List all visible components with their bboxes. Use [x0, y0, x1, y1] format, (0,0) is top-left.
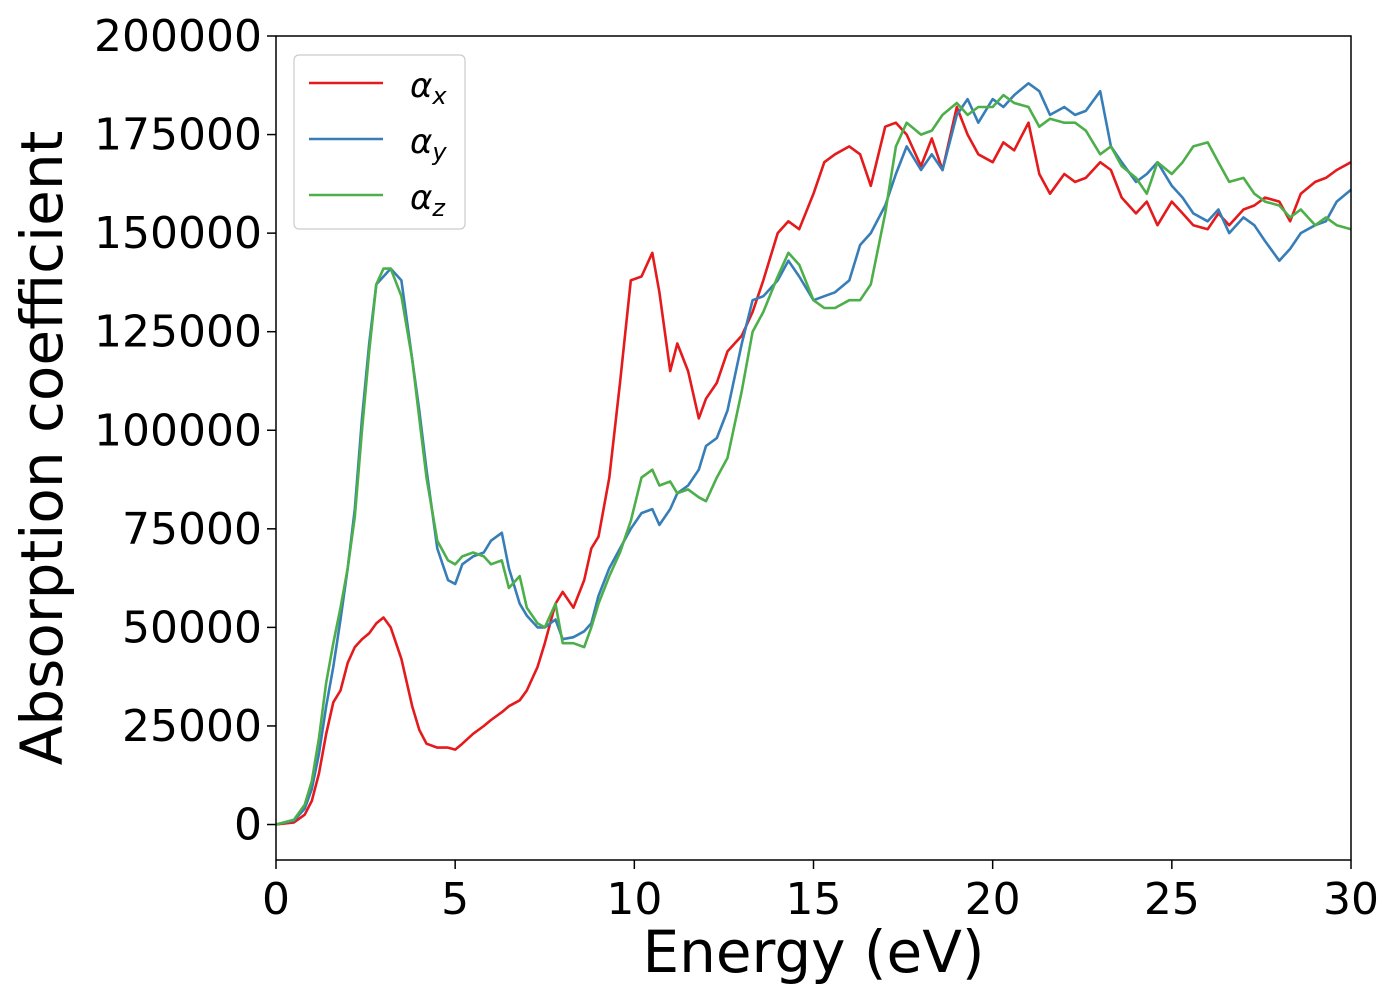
series-line-x: [275, 105, 1352, 826]
y-tick-label: 175000: [94, 110, 262, 161]
legend-label-z: αz: [410, 178, 446, 222]
y-tick-label: 0: [234, 800, 262, 851]
x-tick-label: 25: [1144, 874, 1200, 925]
x-axis-label: Energy (eV): [642, 918, 984, 986]
x-tick-label: 0: [262, 874, 290, 925]
y-tick-label: 125000: [94, 307, 262, 358]
legend-label-x: αx: [410, 66, 447, 110]
ticks-layer: 0 5 10 15 20 25 30 0 25000 50000 75000 100000 125000…: [94, 11, 1379, 925]
legend: αx αy αz: [293, 54, 466, 230]
x-tick-label: 10: [606, 874, 662, 925]
series-line-z: [275, 93, 1352, 826]
y-tick-label: 75000: [122, 504, 262, 555]
x-tick-label: 30: [1323, 874, 1379, 925]
x-tick-label: 20: [965, 874, 1021, 925]
series-layer: [275, 82, 1352, 826]
y-tick-label: 100000: [94, 405, 262, 456]
y-axis-label: Absorption coefficient: [8, 131, 76, 766]
x-tick-label: 5: [441, 874, 469, 925]
y-tick-label: 150000: [94, 208, 262, 259]
legend-box: [293, 54, 466, 230]
x-tick-label: 15: [786, 874, 842, 925]
y-tick-label: 25000: [122, 701, 262, 752]
legend-label-y: αy: [410, 122, 447, 166]
y-tick-label: 200000: [94, 11, 262, 62]
y-tick-label: 50000: [122, 602, 262, 653]
